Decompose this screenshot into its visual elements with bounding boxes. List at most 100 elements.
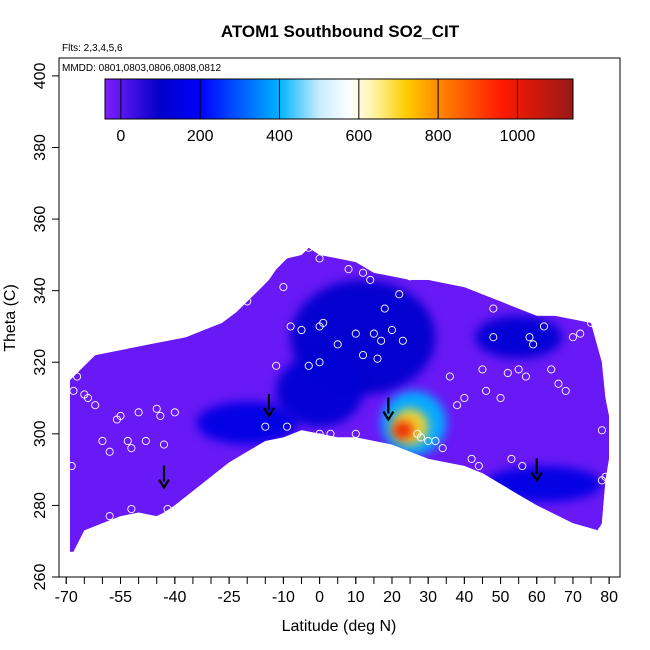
profile-arrow-head [158, 478, 170, 490]
observation-point [304, 361, 313, 370]
observation-point [586, 318, 596, 327]
observation-point [279, 283, 288, 292]
observation-point [503, 368, 512, 378]
observation-point [282, 422, 292, 431]
observation-point [387, 265, 397, 274]
observation-point [272, 361, 281, 370]
observation-point [67, 461, 76, 471]
observation-point [395, 290, 404, 299]
profile-arrow [382, 397, 395, 422]
colorbar-tick-label: 400 [266, 128, 293, 145]
profile-arrow [262, 393, 275, 419]
observation-point [123, 436, 132, 446]
profile-arrows [158, 393, 543, 490]
observation-point [453, 401, 462, 410]
observation-point [319, 318, 328, 327]
x-tick-label: -40 [163, 589, 186, 606]
observation-point [170, 408, 179, 417]
observation-point [73, 372, 82, 381]
x-tick-label: 50 [492, 589, 510, 606]
observation-point [431, 436, 440, 446]
observation-point [91, 401, 100, 410]
observation-point [152, 404, 161, 413]
x-tick-label: 10 [347, 589, 365, 606]
observation-point [518, 461, 527, 471]
y-tick-label: 320 [32, 349, 49, 376]
colorbar-tick-label: 1000 [500, 128, 536, 145]
dates-label: MMDD: 0801,0803,0806,0808,0812 [62, 63, 221, 74]
x-axis-label: Latitude (deg N) [282, 618, 397, 635]
y-axis-label: Theta (C) [2, 284, 19, 352]
observation-point [514, 365, 523, 374]
observation-point [358, 351, 368, 360]
observation-point [98, 436, 107, 446]
observation-point [597, 526, 606, 535]
observation-points [67, 243, 610, 535]
y-tick-label: 260 [32, 564, 49, 591]
observation-point [445, 372, 454, 381]
observation-point [561, 386, 570, 395]
observation-point [344, 265, 353, 274]
observation-point [163, 504, 172, 514]
observation-point [373, 354, 382, 363]
observation-point [406, 272, 415, 281]
y-axis: 260 280 300 320 340 360 380 400 [32, 62, 59, 590]
observation-point [482, 386, 491, 395]
observation-point [387, 325, 397, 335]
observation-point [597, 426, 606, 435]
observation-point [134, 408, 143, 417]
observation-point [315, 433, 324, 442]
colorbar-tick-label: 0 [116, 128, 125, 145]
heatmap-blobs [196, 279, 602, 502]
heatmap-blob [391, 421, 414, 440]
observation-point [380, 304, 389, 313]
observation-point [366, 275, 375, 284]
observation-point [351, 429, 360, 438]
x-axis: -70 -55 -40 -25 -10 0 10 20 30 40 50 60 70 80 [55, 577, 618, 606]
x-tick-label: 0 [315, 589, 324, 606]
y-tick-label: 280 [32, 492, 49, 519]
y-tick-label: 300 [32, 420, 49, 447]
colorbar-tick-label: 200 [187, 128, 214, 145]
x-tick-label: 40 [455, 589, 473, 606]
profile-arrow-head [530, 471, 543, 483]
chart-title: ATOM1 Southbound SO2_CIT [221, 22, 460, 41]
profile-arrow-head [382, 410, 395, 422]
observation-point [398, 336, 407, 345]
observation-point [507, 454, 516, 463]
colorbar-tick-label: 800 [425, 128, 452, 145]
observation-point [333, 340, 342, 349]
observation-point [525, 333, 534, 342]
colorbar-gradient [104, 78, 574, 120]
observation-point [576, 329, 585, 338]
observation-point [438, 444, 447, 453]
profile-arrow [158, 465, 170, 490]
observation-point [529, 340, 538, 349]
observation-point [467, 454, 476, 463]
observation-point [315, 254, 324, 263]
observation-point [69, 386, 78, 395]
y-tick-label: 340 [32, 277, 49, 304]
observation-point [141, 436, 150, 446]
x-tick-label: 80 [600, 589, 618, 606]
observation-point [601, 472, 610, 481]
y-tick-label: 360 [32, 206, 49, 233]
x-tick-label: -10 [272, 589, 295, 606]
observation-point [127, 444, 136, 453]
observation-point [159, 440, 169, 449]
heatmap-field [69, 247, 610, 552]
observation-point [261, 422, 270, 431]
observation-point [489, 304, 498, 313]
x-tick-label: -70 [55, 589, 78, 606]
observation-point [105, 447, 114, 456]
observation-point [286, 322, 295, 331]
observation-point [358, 268, 368, 277]
observation-point [489, 333, 498, 342]
observation-point [297, 325, 306, 335]
plot-area [67, 243, 610, 552]
observation-point [369, 329, 378, 338]
observation-point [156, 411, 165, 420]
observation-point [554, 379, 563, 388]
heatmap-blob [276, 355, 364, 427]
